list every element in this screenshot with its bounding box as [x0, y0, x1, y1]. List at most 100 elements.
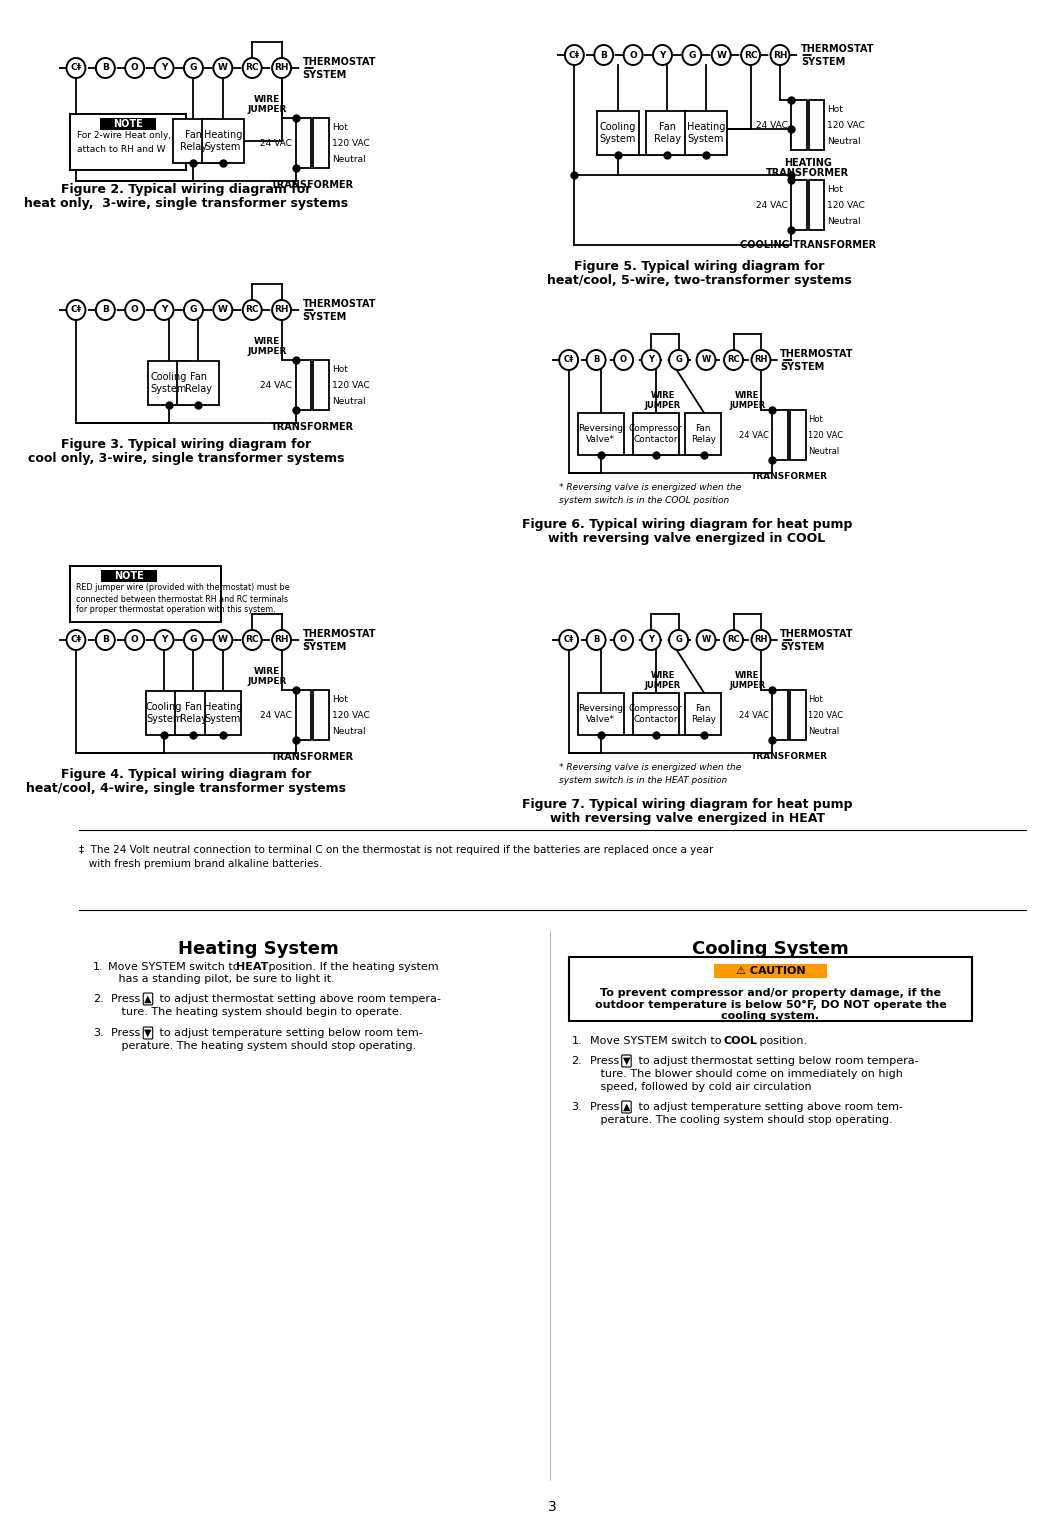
Circle shape [565, 44, 584, 66]
Text: Fan
Relay: Fan Relay [654, 122, 680, 144]
Text: ture. The blower should come on immediately on high: ture. The blower should come on immediat… [583, 1069, 903, 1080]
Text: Neutral: Neutral [332, 727, 365, 736]
Text: B: B [593, 635, 600, 644]
Text: Fan
Relay: Fan Relay [185, 373, 212, 394]
Text: C‡: C‡ [70, 305, 82, 315]
Text: JUMPER: JUMPER [247, 678, 287, 687]
Text: ▼: ▼ [623, 1057, 630, 1066]
FancyBboxPatch shape [792, 99, 806, 150]
Text: Hot: Hot [808, 414, 823, 423]
Text: Hot: Hot [332, 695, 348, 704]
Text: Press: Press [583, 1102, 619, 1112]
FancyBboxPatch shape [686, 111, 727, 156]
Text: RED jumper wire (provided with thermostat) must be: RED jumper wire (provided with thermosta… [76, 583, 290, 592]
Circle shape [771, 44, 790, 66]
Text: 24 VAC: 24 VAC [739, 710, 769, 719]
Text: TRANSFORMER: TRANSFORMER [271, 180, 354, 189]
Text: RH: RH [754, 635, 768, 644]
Text: position. If the heating system: position. If the heating system [266, 962, 439, 973]
Text: THERMOSTAT: THERMOSTAT [302, 629, 376, 638]
Text: 24 VAC: 24 VAC [260, 710, 292, 719]
Text: 1.: 1. [571, 1035, 582, 1046]
Text: 3.: 3. [93, 1028, 104, 1038]
Text: Neutral: Neutral [827, 136, 861, 145]
Text: connected between thermostat RH and RC terminals: connected between thermostat RH and RC t… [76, 594, 288, 603]
Text: Reversing
Valve*: Reversing Valve* [579, 425, 624, 444]
Text: Move SYSTEM switch to: Move SYSTEM switch to [101, 962, 243, 973]
Circle shape [184, 58, 203, 78]
Circle shape [642, 350, 660, 370]
Text: Cooling
System: Cooling System [150, 373, 187, 394]
Text: Heating
System: Heating System [687, 122, 726, 144]
FancyBboxPatch shape [792, 180, 806, 231]
FancyBboxPatch shape [172, 119, 214, 163]
Text: 120 VAC: 120 VAC [827, 121, 865, 130]
Text: TRANSFORMER: TRANSFORMER [766, 168, 849, 179]
Text: 1.: 1. [93, 962, 104, 973]
Text: 24 VAC: 24 VAC [756, 200, 788, 209]
Text: G: G [190, 64, 197, 72]
Circle shape [213, 299, 232, 321]
Text: to adjust temperature setting above room tem-: to adjust temperature setting above room… [635, 1102, 903, 1112]
Text: position.: position. [756, 1035, 807, 1046]
Text: RH: RH [274, 64, 289, 72]
Circle shape [96, 299, 114, 321]
Text: COOLING TRANSFORMER: COOLING TRANSFORMER [740, 240, 876, 250]
Circle shape [243, 299, 261, 321]
Text: C‡: C‡ [564, 635, 574, 644]
Text: Figure 4. Typical wiring diagram for: Figure 4. Typical wiring diagram for [61, 768, 311, 780]
Text: 120 VAC: 120 VAC [827, 200, 865, 209]
FancyBboxPatch shape [101, 570, 158, 582]
Circle shape [66, 631, 85, 651]
Text: W: W [701, 635, 711, 644]
Text: To prevent compressor and/or property damage, if the
outdoor temperature is belo: To prevent compressor and/or property da… [594, 988, 946, 1022]
Circle shape [587, 350, 606, 370]
Circle shape [125, 58, 144, 78]
Text: 120 VAC: 120 VAC [332, 380, 370, 389]
Text: HEAT: HEAT [236, 962, 269, 973]
Text: to adjust temperature setting below room tem-: to adjust temperature setting below room… [156, 1028, 423, 1038]
Text: perature. The cooling system should stop operating.: perature. The cooling system should stop… [583, 1115, 892, 1125]
Text: Press: Press [583, 1057, 619, 1066]
Text: TRANSFORMER: TRANSFORMER [751, 751, 827, 760]
Text: ▲: ▲ [623, 1102, 630, 1112]
FancyBboxPatch shape [205, 692, 240, 734]
Circle shape [154, 299, 173, 321]
Circle shape [614, 350, 633, 370]
Text: C‡: C‡ [70, 635, 82, 644]
Text: O: O [629, 50, 637, 60]
FancyBboxPatch shape [808, 180, 824, 231]
Text: speed, followed by cold air circulation: speed, followed by cold air circulation [583, 1083, 812, 1092]
Text: ture. The heating system should begin to operate.: ture. The heating system should begin to… [104, 1006, 403, 1017]
Text: heat/cool, 5-wire, two-transformer systems: heat/cool, 5-wire, two-transformer syste… [547, 273, 852, 287]
Text: 3.: 3. [571, 1102, 582, 1112]
Text: Y: Y [659, 50, 666, 60]
Text: Heating
System: Heating System [204, 130, 242, 151]
Circle shape [696, 350, 715, 370]
Text: SYSTEM: SYSTEM [302, 70, 346, 79]
Circle shape [272, 299, 291, 321]
Text: W: W [218, 64, 228, 72]
Circle shape [682, 44, 701, 66]
Text: WIRE: WIRE [254, 667, 280, 676]
Text: B: B [102, 305, 109, 315]
FancyBboxPatch shape [70, 567, 220, 621]
Circle shape [642, 631, 660, 651]
Circle shape [96, 631, 114, 651]
FancyBboxPatch shape [647, 111, 688, 156]
Text: Cooling
System: Cooling System [600, 122, 636, 144]
Text: Figure 7. Typical wiring diagram for heat pump: Figure 7. Typical wiring diagram for hea… [522, 799, 853, 811]
Text: JUMPER: JUMPER [729, 681, 765, 690]
Circle shape [272, 58, 291, 78]
Text: SYSTEM: SYSTEM [302, 312, 346, 322]
Circle shape [96, 58, 114, 78]
Text: SYSTEM: SYSTEM [302, 641, 346, 652]
FancyBboxPatch shape [296, 360, 312, 411]
Text: O: O [621, 356, 627, 365]
FancyBboxPatch shape [597, 111, 638, 156]
Text: RH: RH [274, 305, 289, 315]
Circle shape [624, 44, 643, 66]
Text: * Reversing valve is energized when the: * Reversing valve is energized when the [560, 483, 741, 492]
FancyBboxPatch shape [686, 412, 721, 455]
Text: WIRE: WIRE [651, 391, 675, 400]
